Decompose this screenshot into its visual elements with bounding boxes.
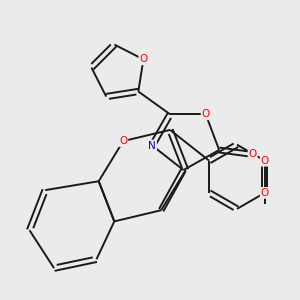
Text: O: O <box>261 156 269 166</box>
Text: O: O <box>139 54 148 64</box>
Text: O: O <box>119 136 128 146</box>
Text: O: O <box>248 149 257 160</box>
Text: O: O <box>261 188 269 198</box>
Text: N: N <box>148 140 156 151</box>
Text: O: O <box>202 109 210 119</box>
